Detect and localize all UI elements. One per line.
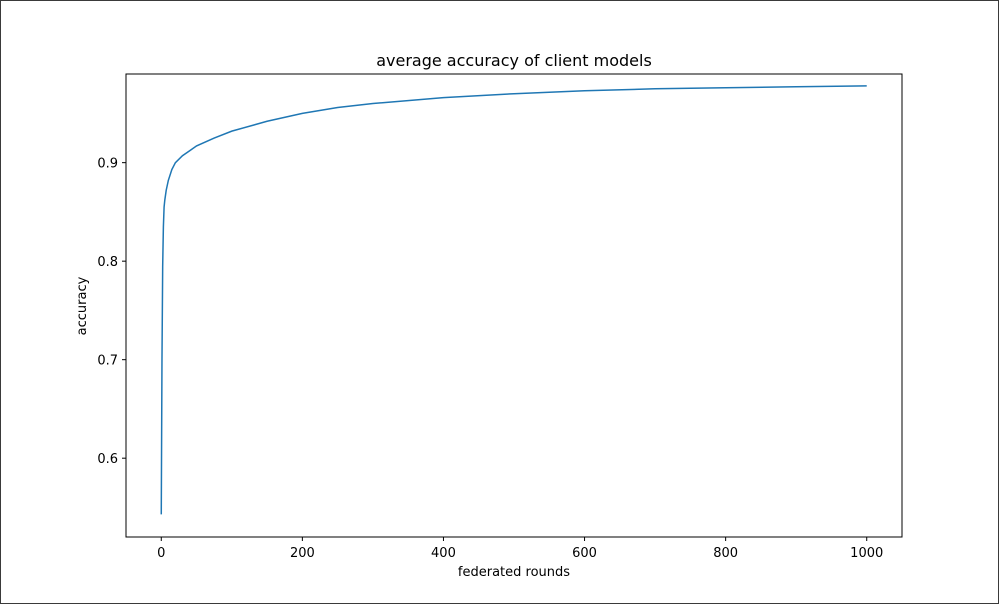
x-tick-label: 200 xyxy=(290,546,315,561)
chart-title: average accuracy of client models xyxy=(376,51,652,70)
y-tick-label: 0.8 xyxy=(97,255,118,270)
x-tick-label: 0 xyxy=(157,546,165,561)
x-tick-label: 400 xyxy=(431,546,456,561)
y-axis-label: accuracy xyxy=(75,276,90,335)
x-axis-label: federated rounds xyxy=(458,565,570,580)
x-axis-ticks: 0 200 400 600 800 1000 xyxy=(157,537,883,561)
plot-area xyxy=(125,73,903,538)
y-tick-label: 0.7 xyxy=(97,354,118,369)
x-tick-label: 600 xyxy=(572,546,597,561)
y-tick-label: 0.6 xyxy=(97,452,118,467)
accuracy-line xyxy=(160,85,867,515)
x-tick-label: 800 xyxy=(713,546,738,561)
x-tick-label: 1000 xyxy=(850,546,883,561)
y-tick-label: 0.9 xyxy=(97,157,118,172)
y-axis-ticks: 0.6 0.7 0.8 0.9 xyxy=(97,157,126,467)
